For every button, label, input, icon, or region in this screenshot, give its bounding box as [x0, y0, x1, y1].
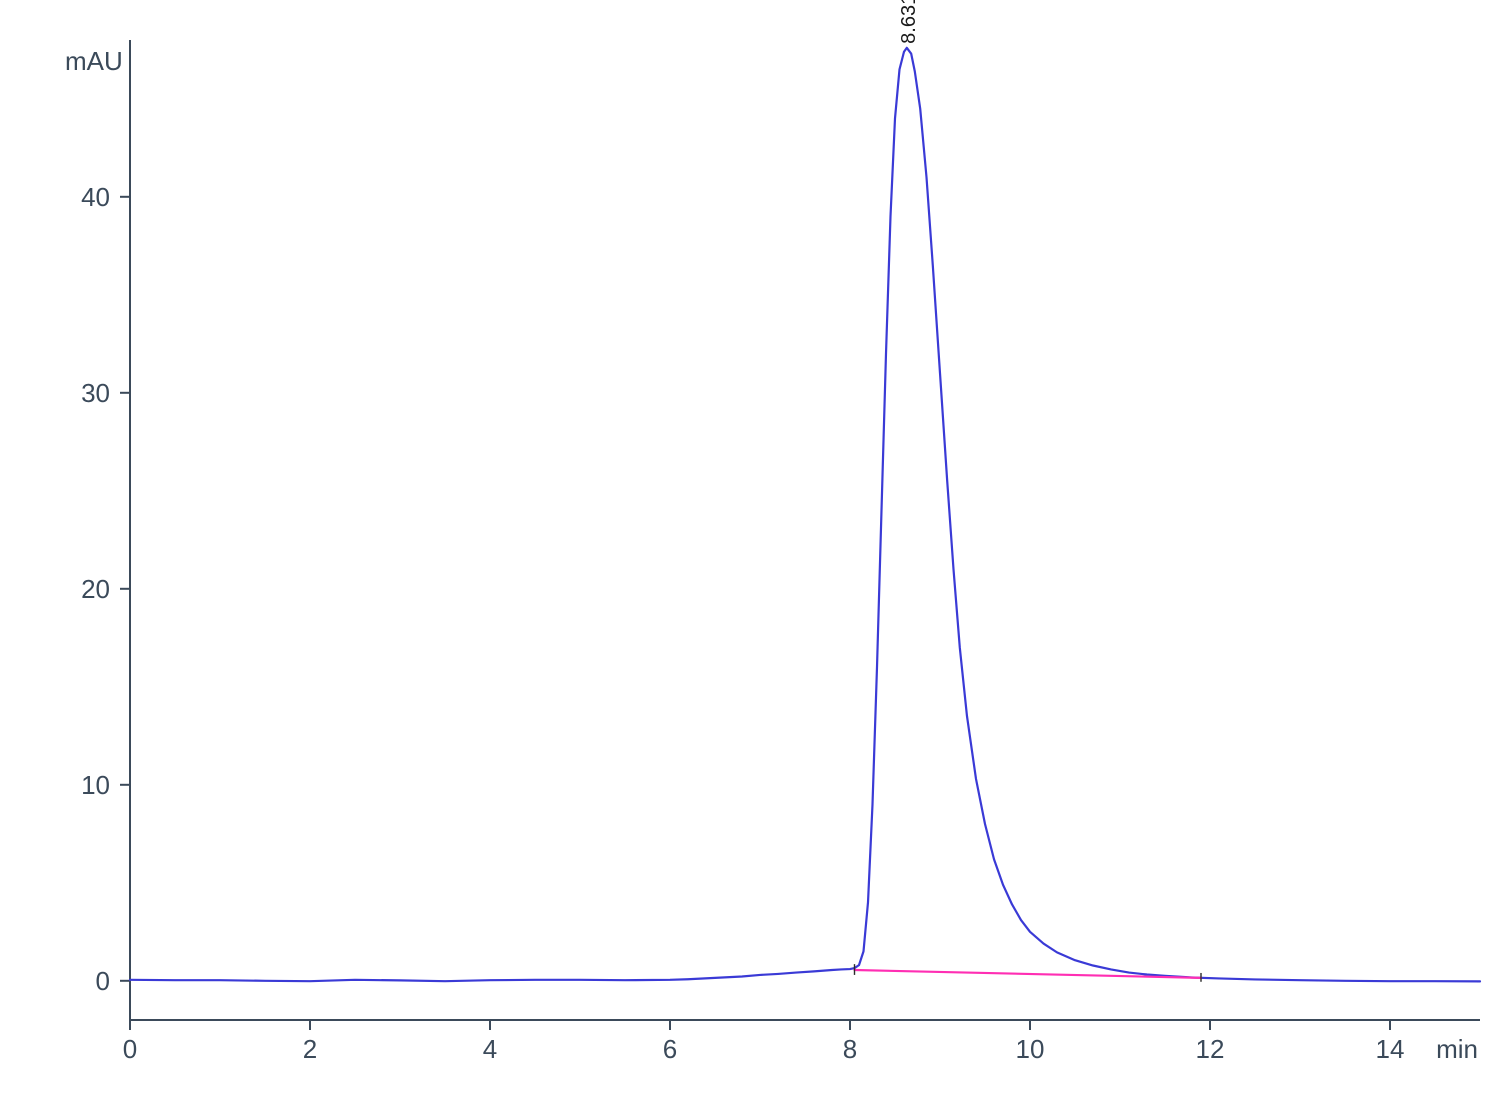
- x-tick-label: 0: [123, 1034, 137, 1064]
- peak-label: 8.631: [898, 0, 920, 44]
- x-tick-label: 10: [1016, 1034, 1045, 1064]
- x-tick-label: 14: [1376, 1034, 1405, 1064]
- y-tick-label: 40: [81, 182, 110, 212]
- x-tick-label: 12: [1196, 1034, 1225, 1064]
- chart-bg: [0, 0, 1500, 1100]
- x-axis-label: min: [1436, 1034, 1478, 1064]
- chromatogram-chart: 0 2 4 6 8 10 12 14 0 10 20 30 40 mAU min 8.631: [0, 0, 1500, 1100]
- peak-label-group: 8.631: [898, 0, 920, 44]
- y-tick-label: 30: [81, 378, 110, 408]
- chart-svg: 0 2 4 6 8 10 12 14 0 10 20 30 40 mAU min 8.631: [0, 0, 1500, 1100]
- y-tick-label: 0: [96, 966, 110, 996]
- x-tick-label: 2: [303, 1034, 317, 1064]
- x-tick-label: 4: [483, 1034, 497, 1064]
- x-tick-label: 8: [843, 1034, 857, 1064]
- y-tick-label: 10: [81, 770, 110, 800]
- y-tick-label: 20: [81, 574, 110, 604]
- x-tick-label: 6: [663, 1034, 677, 1064]
- y-axis-label: mAU: [65, 46, 123, 76]
